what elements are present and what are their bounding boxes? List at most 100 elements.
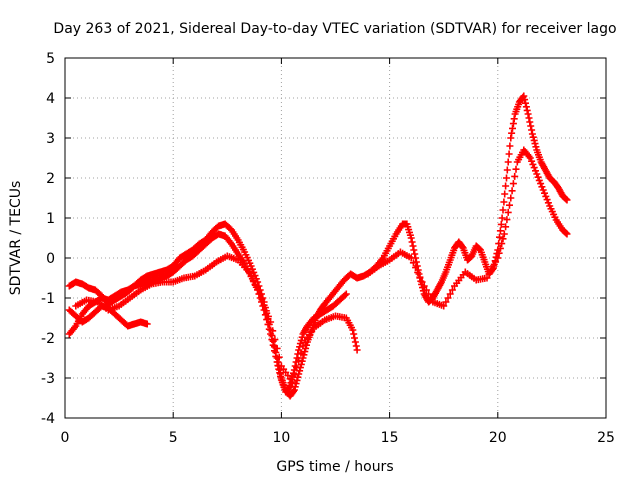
- data-point: [494, 254, 502, 262]
- data-point: [528, 130, 536, 138]
- data-point: [490, 262, 497, 270]
- data-point: [262, 307, 270, 315]
- data-point: [541, 189, 548, 197]
- data-point: [275, 353, 283, 361]
- data-point: [414, 268, 422, 276]
- data-point: [306, 331, 313, 339]
- data-point: [506, 142, 514, 150]
- data-point: [352, 342, 360, 350]
- data-point: [503, 174, 510, 182]
- data-point: [508, 187, 516, 195]
- data-point: [407, 234, 415, 242]
- data-point: [297, 336, 305, 344]
- data-point: [427, 294, 435, 302]
- data-point: [501, 190, 509, 198]
- x-axis-label: GPS time / hours: [276, 459, 393, 475]
- data-point: [498, 214, 506, 222]
- data-point: [532, 143, 540, 151]
- data-point: [503, 166, 511, 174]
- data-point: [301, 348, 309, 356]
- data-point: [341, 291, 349, 299]
- data-point: [264, 312, 272, 320]
- data-point: [351, 338, 359, 346]
- y-axis-label: SDTVAR / TECUs: [8, 181, 24, 296]
- data-point: [440, 302, 448, 310]
- data-point: [524, 110, 532, 118]
- data-point: [349, 326, 357, 334]
- data-point: [416, 273, 424, 281]
- data-point: [530, 164, 538, 172]
- data-point: [411, 250, 419, 258]
- x-tick-label: 25: [597, 430, 615, 446]
- data-point: [542, 192, 550, 200]
- data-point: [532, 167, 539, 175]
- data-points: [65, 92, 571, 400]
- axis-ticks: 0 5 10 15 20 25 -4 -3 -2 -1 0 1 2 3 4 5: [41, 51, 615, 446]
- data-point: [297, 360, 305, 368]
- grid-lines: [65, 58, 606, 418]
- data-point: [512, 165, 520, 173]
- data-point: [409, 259, 417, 267]
- y-tick-label: -2: [41, 331, 55, 347]
- data-point: [492, 258, 500, 266]
- data-point: [290, 386, 298, 394]
- data-point: [303, 335, 311, 343]
- data-point: [256, 290, 264, 298]
- data-point: [271, 336, 279, 344]
- data-point: [505, 150, 513, 158]
- data-point: [496, 244, 504, 252]
- y-tick-label: -4: [41, 411, 55, 427]
- data-point: [502, 223, 510, 231]
- series-track-d: [72, 252, 361, 386]
- data-point: [509, 124, 516, 132]
- y-tick-label: 0: [46, 251, 55, 267]
- data-point: [534, 173, 542, 181]
- series-track-c: [65, 230, 350, 396]
- plot-frame: [64, 57, 607, 419]
- data-point: [521, 96, 529, 104]
- data-point: [528, 157, 536, 165]
- data-point: [297, 349, 305, 357]
- data-point: [290, 387, 297, 395]
- data-point: [500, 230, 508, 238]
- y-tick-label: 5: [46, 51, 55, 67]
- data-point: [260, 301, 268, 309]
- data-point: [528, 126, 536, 134]
- data-point: [499, 206, 507, 214]
- data-point: [529, 160, 537, 168]
- data-point: [504, 208, 512, 216]
- data-point: [458, 243, 466, 251]
- data-point: [487, 266, 495, 274]
- data-point: [529, 133, 537, 141]
- chart-title: Day 263 of 2021, Sidereal Day-to-day VTE…: [53, 21, 616, 37]
- data-point: [418, 278, 426, 286]
- data-point: [444, 294, 452, 302]
- data-point: [495, 249, 503, 257]
- data-point: [422, 286, 430, 294]
- data-point: [527, 122, 535, 130]
- x-tick-label: 20: [489, 430, 507, 446]
- y-tick-label: 4: [46, 91, 55, 107]
- data-point: [442, 298, 450, 306]
- data-point: [342, 290, 350, 298]
- data-point: [290, 371, 298, 379]
- data-point: [412, 264, 420, 272]
- data-point: [537, 180, 545, 188]
- data-point: [483, 274, 491, 282]
- data-point: [523, 106, 531, 114]
- data-point: [446, 290, 454, 298]
- data-point: [267, 318, 275, 326]
- data-point: [535, 176, 543, 184]
- data-point: [247, 272, 255, 280]
- data-point: [351, 334, 358, 342]
- data-point: [308, 328, 316, 336]
- series-track-e: [364, 146, 571, 310]
- data-point: [410, 246, 418, 254]
- data-point: [503, 216, 511, 224]
- data-point: [508, 129, 516, 137]
- data-point: [301, 338, 309, 346]
- data-point: [269, 327, 277, 335]
- data-point: [497, 220, 505, 228]
- data-point: [353, 346, 361, 354]
